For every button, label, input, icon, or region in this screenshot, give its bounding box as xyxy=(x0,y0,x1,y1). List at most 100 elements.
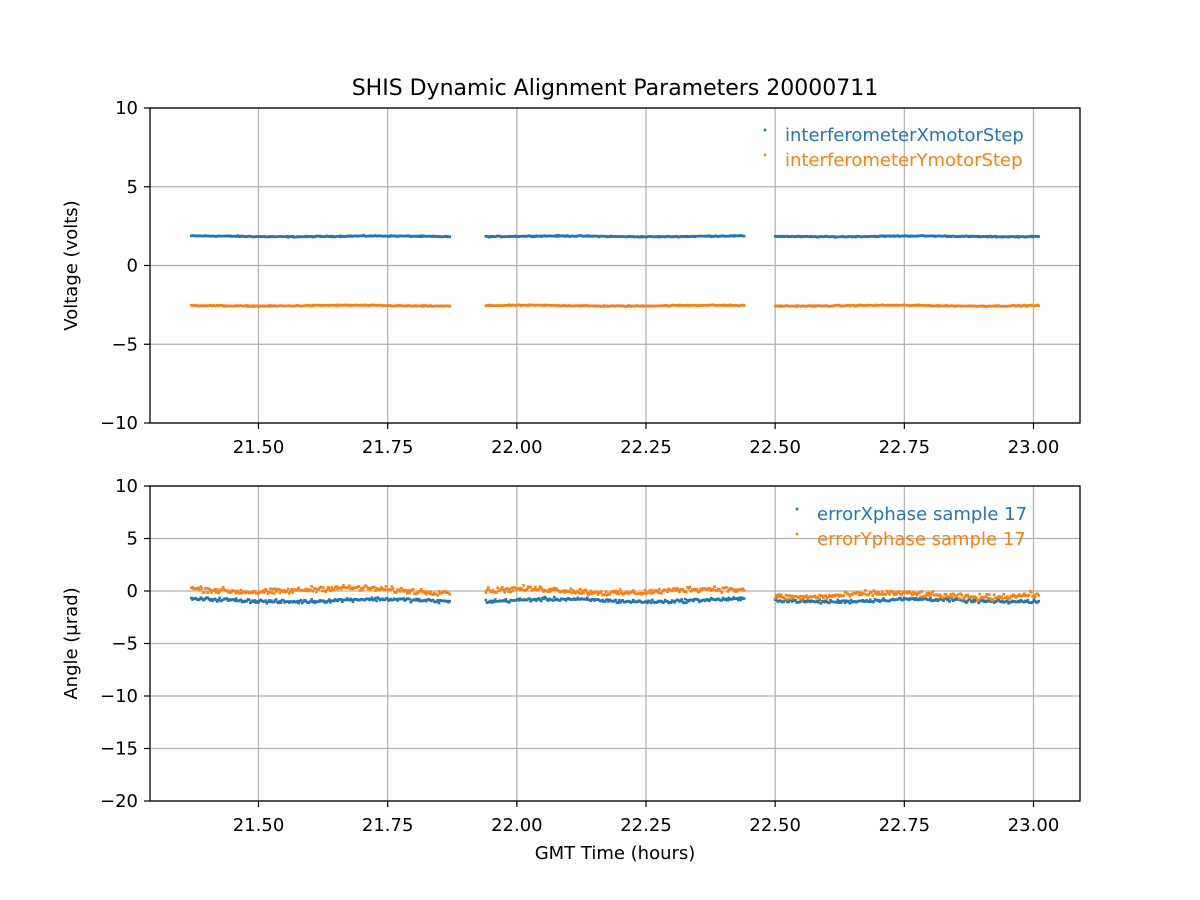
data-point xyxy=(404,589,408,592)
data-point xyxy=(309,599,312,603)
data-point xyxy=(948,600,951,603)
data-point xyxy=(725,586,728,589)
data-point xyxy=(428,592,431,596)
data-point xyxy=(885,589,889,593)
data-point xyxy=(588,592,591,595)
data-point xyxy=(656,591,660,594)
data-point xyxy=(797,597,801,600)
data-point xyxy=(872,600,876,603)
x-tick-label: 22.50 xyxy=(749,815,801,836)
data-point xyxy=(931,590,935,593)
data-point xyxy=(365,585,369,589)
data-point xyxy=(589,599,593,603)
data-point xyxy=(424,592,428,596)
data-point xyxy=(778,595,782,599)
data-point xyxy=(282,590,285,594)
data-point xyxy=(735,597,739,600)
data-point xyxy=(991,598,995,601)
data-point xyxy=(648,589,652,592)
data-point xyxy=(613,591,616,594)
data-point xyxy=(418,589,422,593)
data-point xyxy=(1037,304,1040,307)
data-point xyxy=(682,601,686,605)
data-point xyxy=(362,586,365,590)
data-point xyxy=(448,304,451,308)
data-point xyxy=(534,585,537,589)
data-point xyxy=(615,592,619,595)
data-point xyxy=(784,593,788,597)
data-point xyxy=(212,589,216,592)
data-point xyxy=(631,589,635,592)
data-point xyxy=(978,592,982,596)
data-point xyxy=(542,597,545,601)
data-point xyxy=(868,598,872,602)
data-point xyxy=(576,596,580,600)
data-point xyxy=(813,594,817,598)
data-point xyxy=(666,600,669,603)
legend: errorXphase sample 17 errorYphase sample … xyxy=(795,504,1027,550)
data-point xyxy=(296,588,299,591)
data-point xyxy=(214,598,218,602)
data-point xyxy=(738,596,741,600)
data-point xyxy=(951,592,955,596)
data-point xyxy=(303,589,306,592)
data-point xyxy=(319,585,323,589)
data-point xyxy=(524,589,528,592)
data-point xyxy=(339,598,343,601)
x-tick-label: 21.75 xyxy=(362,815,414,836)
data-point xyxy=(1037,599,1040,603)
data-point xyxy=(680,598,683,601)
data-point xyxy=(509,590,512,594)
data-point xyxy=(218,596,221,600)
data-point xyxy=(977,599,980,602)
data-point xyxy=(630,600,634,604)
data-point xyxy=(191,585,194,589)
data-point xyxy=(436,598,440,602)
data-point xyxy=(310,598,313,601)
series-2-points xyxy=(190,584,1040,602)
data-point xyxy=(596,593,600,596)
data-point xyxy=(551,588,555,592)
data-point xyxy=(973,600,977,603)
data-point xyxy=(253,590,257,594)
series-2-points xyxy=(190,303,1040,309)
data-point xyxy=(431,593,435,596)
data-point xyxy=(374,589,377,592)
data-point xyxy=(968,598,972,601)
data-point xyxy=(847,599,850,603)
data-point xyxy=(569,587,573,591)
data-point xyxy=(1037,235,1040,238)
data-point xyxy=(199,585,203,589)
data-point xyxy=(198,598,201,601)
data-point xyxy=(856,591,860,594)
data-point xyxy=(225,589,229,593)
data-point xyxy=(448,599,451,603)
data-point xyxy=(961,599,965,603)
data-point xyxy=(328,587,331,590)
data-point xyxy=(377,597,381,600)
data-point xyxy=(492,600,496,604)
data-point xyxy=(563,591,567,594)
data-point xyxy=(225,597,229,600)
data-point xyxy=(899,596,902,600)
data-point xyxy=(272,600,276,604)
legend-marker xyxy=(795,532,799,536)
data-point xyxy=(689,589,693,593)
data-point xyxy=(484,591,488,594)
data-point xyxy=(378,588,382,591)
data-point xyxy=(264,587,267,591)
data-point xyxy=(836,593,840,597)
data-point xyxy=(383,588,387,591)
data-point xyxy=(917,598,920,602)
x-tick-label: 22.50 xyxy=(749,437,801,458)
data-point xyxy=(232,598,236,601)
data-point xyxy=(506,590,510,593)
data-point xyxy=(685,601,688,604)
data-point xyxy=(312,599,316,603)
data-point xyxy=(929,594,932,597)
data-point xyxy=(775,598,778,601)
data-point xyxy=(247,598,251,602)
data-point xyxy=(944,593,948,596)
series-1-points xyxy=(190,234,1040,239)
data-point xyxy=(329,589,332,593)
